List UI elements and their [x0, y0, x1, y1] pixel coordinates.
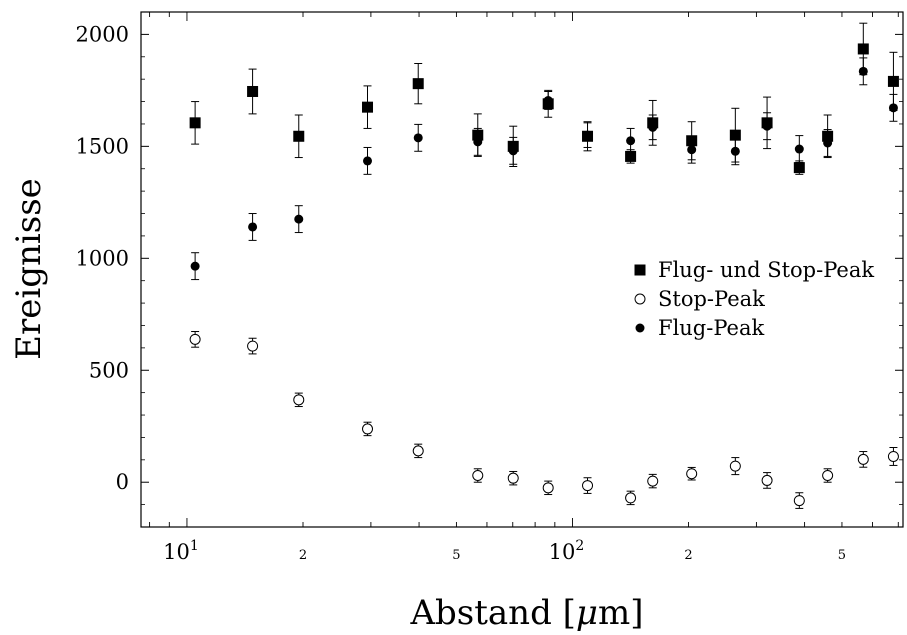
x-tick-label: 2	[684, 548, 692, 563]
x-axis-title: Abstand [μm]	[409, 593, 643, 633]
x-tick-label: 2	[299, 548, 307, 563]
x-tick-label: 102	[549, 538, 585, 564]
data-point-filled-square	[857, 43, 869, 55]
data-point-filled-square	[412, 78, 424, 90]
plot-frame	[140, 11, 904, 528]
data-point-open-circle	[412, 445, 424, 457]
data-point-open-circle	[729, 460, 741, 472]
data-point-filled-circle	[363, 156, 373, 166]
data-point-filled-circle	[190, 261, 200, 271]
legend-label: Flug- und Stop-Peak	[658, 258, 874, 282]
data-point-filled-circle	[687, 145, 697, 155]
data-point-filled-circle	[583, 130, 593, 140]
data-point-open-circle	[362, 423, 374, 435]
data-point-filled-circle	[762, 121, 772, 131]
data-point-open-circle	[247, 340, 259, 352]
data-markers	[189, 43, 899, 507]
x-tick-label: 101	[163, 538, 199, 564]
data-point-open-circle	[686, 468, 698, 480]
data-point-filled-square	[822, 130, 834, 142]
data-point-open-circle	[857, 453, 869, 465]
data-point-filled-circle	[543, 95, 553, 105]
data-point-filled-square	[189, 117, 201, 129]
data-point-filled-circle	[508, 146, 518, 156]
data-point-open-circle	[647, 475, 659, 487]
legend-marker	[634, 293, 646, 305]
data-point-open-circle	[189, 333, 201, 345]
y-axis-title: Ereignisse	[9, 178, 49, 360]
data-point-filled-circle	[794, 144, 804, 154]
data-point-open-circle	[625, 492, 637, 504]
data-point-open-circle	[472, 470, 484, 481]
data-point-filled-square	[293, 130, 305, 142]
legend-label: Flug-Peak	[658, 316, 764, 340]
data-point-filled-circle	[294, 214, 304, 224]
legend-marker	[635, 323, 645, 333]
data-point-filled-square	[793, 162, 805, 174]
data-point-filled-square	[472, 129, 484, 141]
data-point-filled-circle	[473, 137, 483, 147]
data-point-filled-circle	[626, 136, 636, 146]
data-point-filled-circle	[823, 138, 833, 148]
data-point-filled-circle	[413, 133, 423, 143]
legend-label: Stop-Peak	[658, 287, 765, 311]
legend: Flug- und Stop-Peak Stop-Peak Flug-Peak	[634, 258, 874, 340]
data-point-filled-circle	[248, 222, 258, 232]
data-point-filled-circle	[730, 146, 740, 156]
data-point-open-circle	[582, 480, 594, 492]
data-point-open-circle	[887, 450, 899, 462]
data-point-open-circle	[793, 495, 805, 507]
data-point-open-circle	[822, 470, 834, 481]
x-tick-label: 5	[452, 548, 460, 563]
y-tick-label: 2000	[76, 22, 129, 46]
data-point-filled-square	[247, 85, 259, 97]
y-tick-label: 1000	[76, 246, 129, 270]
data-point-filled-square	[625, 150, 637, 162]
data-point-filled-square	[686, 135, 698, 147]
axis-ticks: 0 500 1000 1500 2000 101 2 5 102 2 5	[76, 11, 903, 564]
data-point-filled-circle	[858, 66, 868, 76]
data-point-open-circle	[507, 472, 519, 484]
y-tick-label: 0	[116, 470, 129, 494]
data-point-filled-circle	[888, 103, 898, 113]
x-tick-label: 5	[838, 548, 846, 563]
data-point-filled-square	[887, 75, 899, 87]
data-point-filled-circle	[648, 122, 658, 132]
data-point-filled-square	[362, 101, 374, 113]
data-point-open-circle	[293, 394, 305, 406]
data-point-open-circle	[542, 482, 554, 494]
data-point-open-circle	[761, 474, 773, 486]
data-point-filled-square	[729, 129, 741, 141]
y-tick-label: 1500	[76, 134, 129, 158]
legend-marker	[634, 264, 646, 276]
y-tick-label: 500	[89, 358, 129, 382]
